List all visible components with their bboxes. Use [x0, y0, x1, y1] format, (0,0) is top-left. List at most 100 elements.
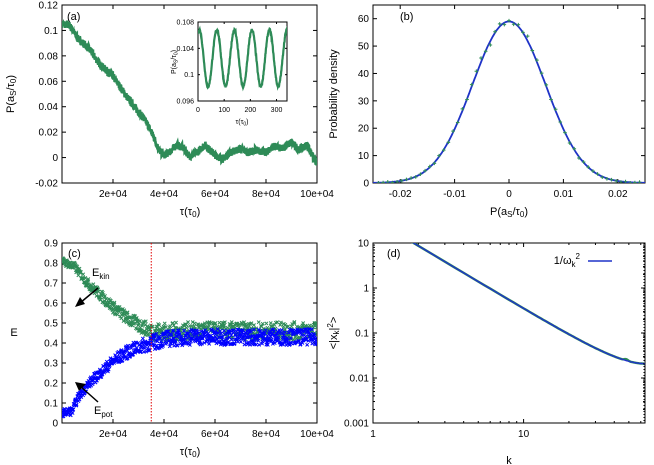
histogram-point — [390, 180, 395, 183]
ytick-label: 0.108 — [176, 19, 194, 26]
epot-point — [153, 335, 158, 339]
panel-a-inset: 0.096 0.1 0.104 0.108 0 100 200 300 τ(τ0) P(aS… — [171, 19, 288, 128]
ekin-point — [162, 321, 167, 326]
epot-point — [305, 342, 310, 347]
histogram-point — [376, 181, 381, 183]
ekin-point — [252, 323, 256, 328]
epot-point — [177, 331, 182, 336]
inset-yticks: 0.096 0.1 0.104 0.108 — [176, 19, 287, 105]
inset-data — [198, 25, 287, 92]
epot-point — [315, 339, 317, 344]
epot-point — [257, 342, 262, 347]
ekin-point — [138, 319, 142, 323]
ytick-label: 0.2 — [44, 379, 58, 390]
epot-point — [233, 332, 238, 337]
histogram-point — [474, 69, 479, 74]
ekin-point — [307, 323, 312, 328]
epot-point — [183, 340, 188, 345]
ekin-point — [278, 320, 283, 325]
xtick-label: 100 — [218, 107, 230, 114]
panel-b-ylabel: Probability density — [328, 49, 340, 139]
ytick-label: 0.3 — [44, 359, 58, 370]
epot-point — [172, 343, 177, 348]
panel-b-frame — [372, 4, 646, 184]
epot-point — [294, 340, 299, 344]
epot-point — [195, 329, 200, 334]
xtick-label: 4e+04 — [150, 189, 179, 200]
ytick-label: 0.1 — [44, 399, 58, 410]
ekin-point — [184, 325, 189, 330]
inset-frame — [197, 21, 288, 102]
histogram-point — [586, 165, 591, 169]
ytick-label: 0.6 — [44, 299, 58, 310]
panel-d-label: (d) — [387, 248, 400, 260]
ytick-label: 0.7 — [44, 279, 58, 290]
histogram-point — [502, 22, 507, 27]
inset-series-line — [198, 25, 287, 92]
epot-point — [246, 340, 251, 345]
epot-point — [155, 339, 160, 344]
histogram-point — [619, 180, 623, 183]
epot-point — [225, 336, 229, 341]
ekin-point — [315, 330, 317, 335]
ekin-point — [132, 321, 137, 326]
xtick-label: 2e+04 — [99, 429, 128, 440]
ekin-point — [100, 290, 105, 295]
ytick-label: 0 — [363, 179, 369, 190]
ytick-label: 0.1 — [184, 72, 194, 79]
ytick-label: 0 — [52, 419, 58, 430]
epot-point — [71, 407, 76, 412]
ekin-point — [143, 319, 148, 324]
xtick-label: 0 — [506, 189, 512, 200]
epot-point — [98, 368, 103, 373]
panel-d-ylabel: <|xk|2> — [326, 317, 341, 350]
ekin-point — [112, 300, 117, 305]
histogram-point — [623, 179, 628, 183]
epot-point — [154, 331, 159, 336]
ytick-label: 50 — [358, 42, 370, 53]
epot-point — [187, 342, 192, 347]
legend-label: 1/ωk2 — [554, 252, 581, 269]
epot-point — [173, 338, 178, 343]
panel-d-frame — [372, 242, 646, 424]
epot-point — [293, 340, 298, 345]
ytick-label: 0.5 — [44, 319, 58, 330]
epot-point — [120, 358, 125, 363]
panel-b-data — [373, 18, 645, 183]
histogram-point — [446, 140, 451, 145]
data-point — [289, 140, 294, 144]
epot-point — [263, 328, 268, 333]
epot-point — [176, 328, 181, 333]
epot-point — [189, 339, 193, 344]
histogram-point — [465, 97, 469, 102]
panel-c-yticks: 0 0.1 0.2 0.3 0.4 0.5 0.6 0.7 0.8 0.9 — [44, 239, 317, 430]
data-point — [310, 153, 314, 157]
panel-d-xticks: 1 10 — [370, 243, 642, 440]
ekin-point — [292, 320, 297, 324]
ekin-point — [121, 319, 126, 324]
epot-point — [123, 355, 128, 359]
ekin-point — [225, 325, 230, 330]
ekin-point — [77, 266, 82, 271]
histogram-point — [516, 22, 521, 27]
epot-point — [73, 398, 78, 403]
epot-point — [249, 329, 254, 334]
ekin-point — [256, 320, 261, 325]
xtick-label: 6e+04 — [201, 189, 230, 200]
data-point — [315, 162, 317, 166]
ekin-point — [81, 272, 86, 277]
epot-point — [164, 340, 169, 345]
epot-point — [309, 327, 314, 332]
panel-c-xlabel: τ(τ0) — [180, 446, 200, 459]
histogram-point — [479, 56, 483, 60]
epot-point — [275, 339, 280, 344]
epot-point — [70, 411, 75, 415]
epot-point — [96, 376, 101, 381]
xtick-label: 200 — [245, 107, 257, 114]
panel-d-data — [411, 243, 645, 423]
xtick-label: 4e+04 — [150, 429, 179, 440]
ekin-point — [283, 322, 288, 327]
histogram-point — [633, 180, 637, 183]
ytick-label: -0.02 — [35, 179, 58, 190]
data-point — [85, 45, 90, 49]
